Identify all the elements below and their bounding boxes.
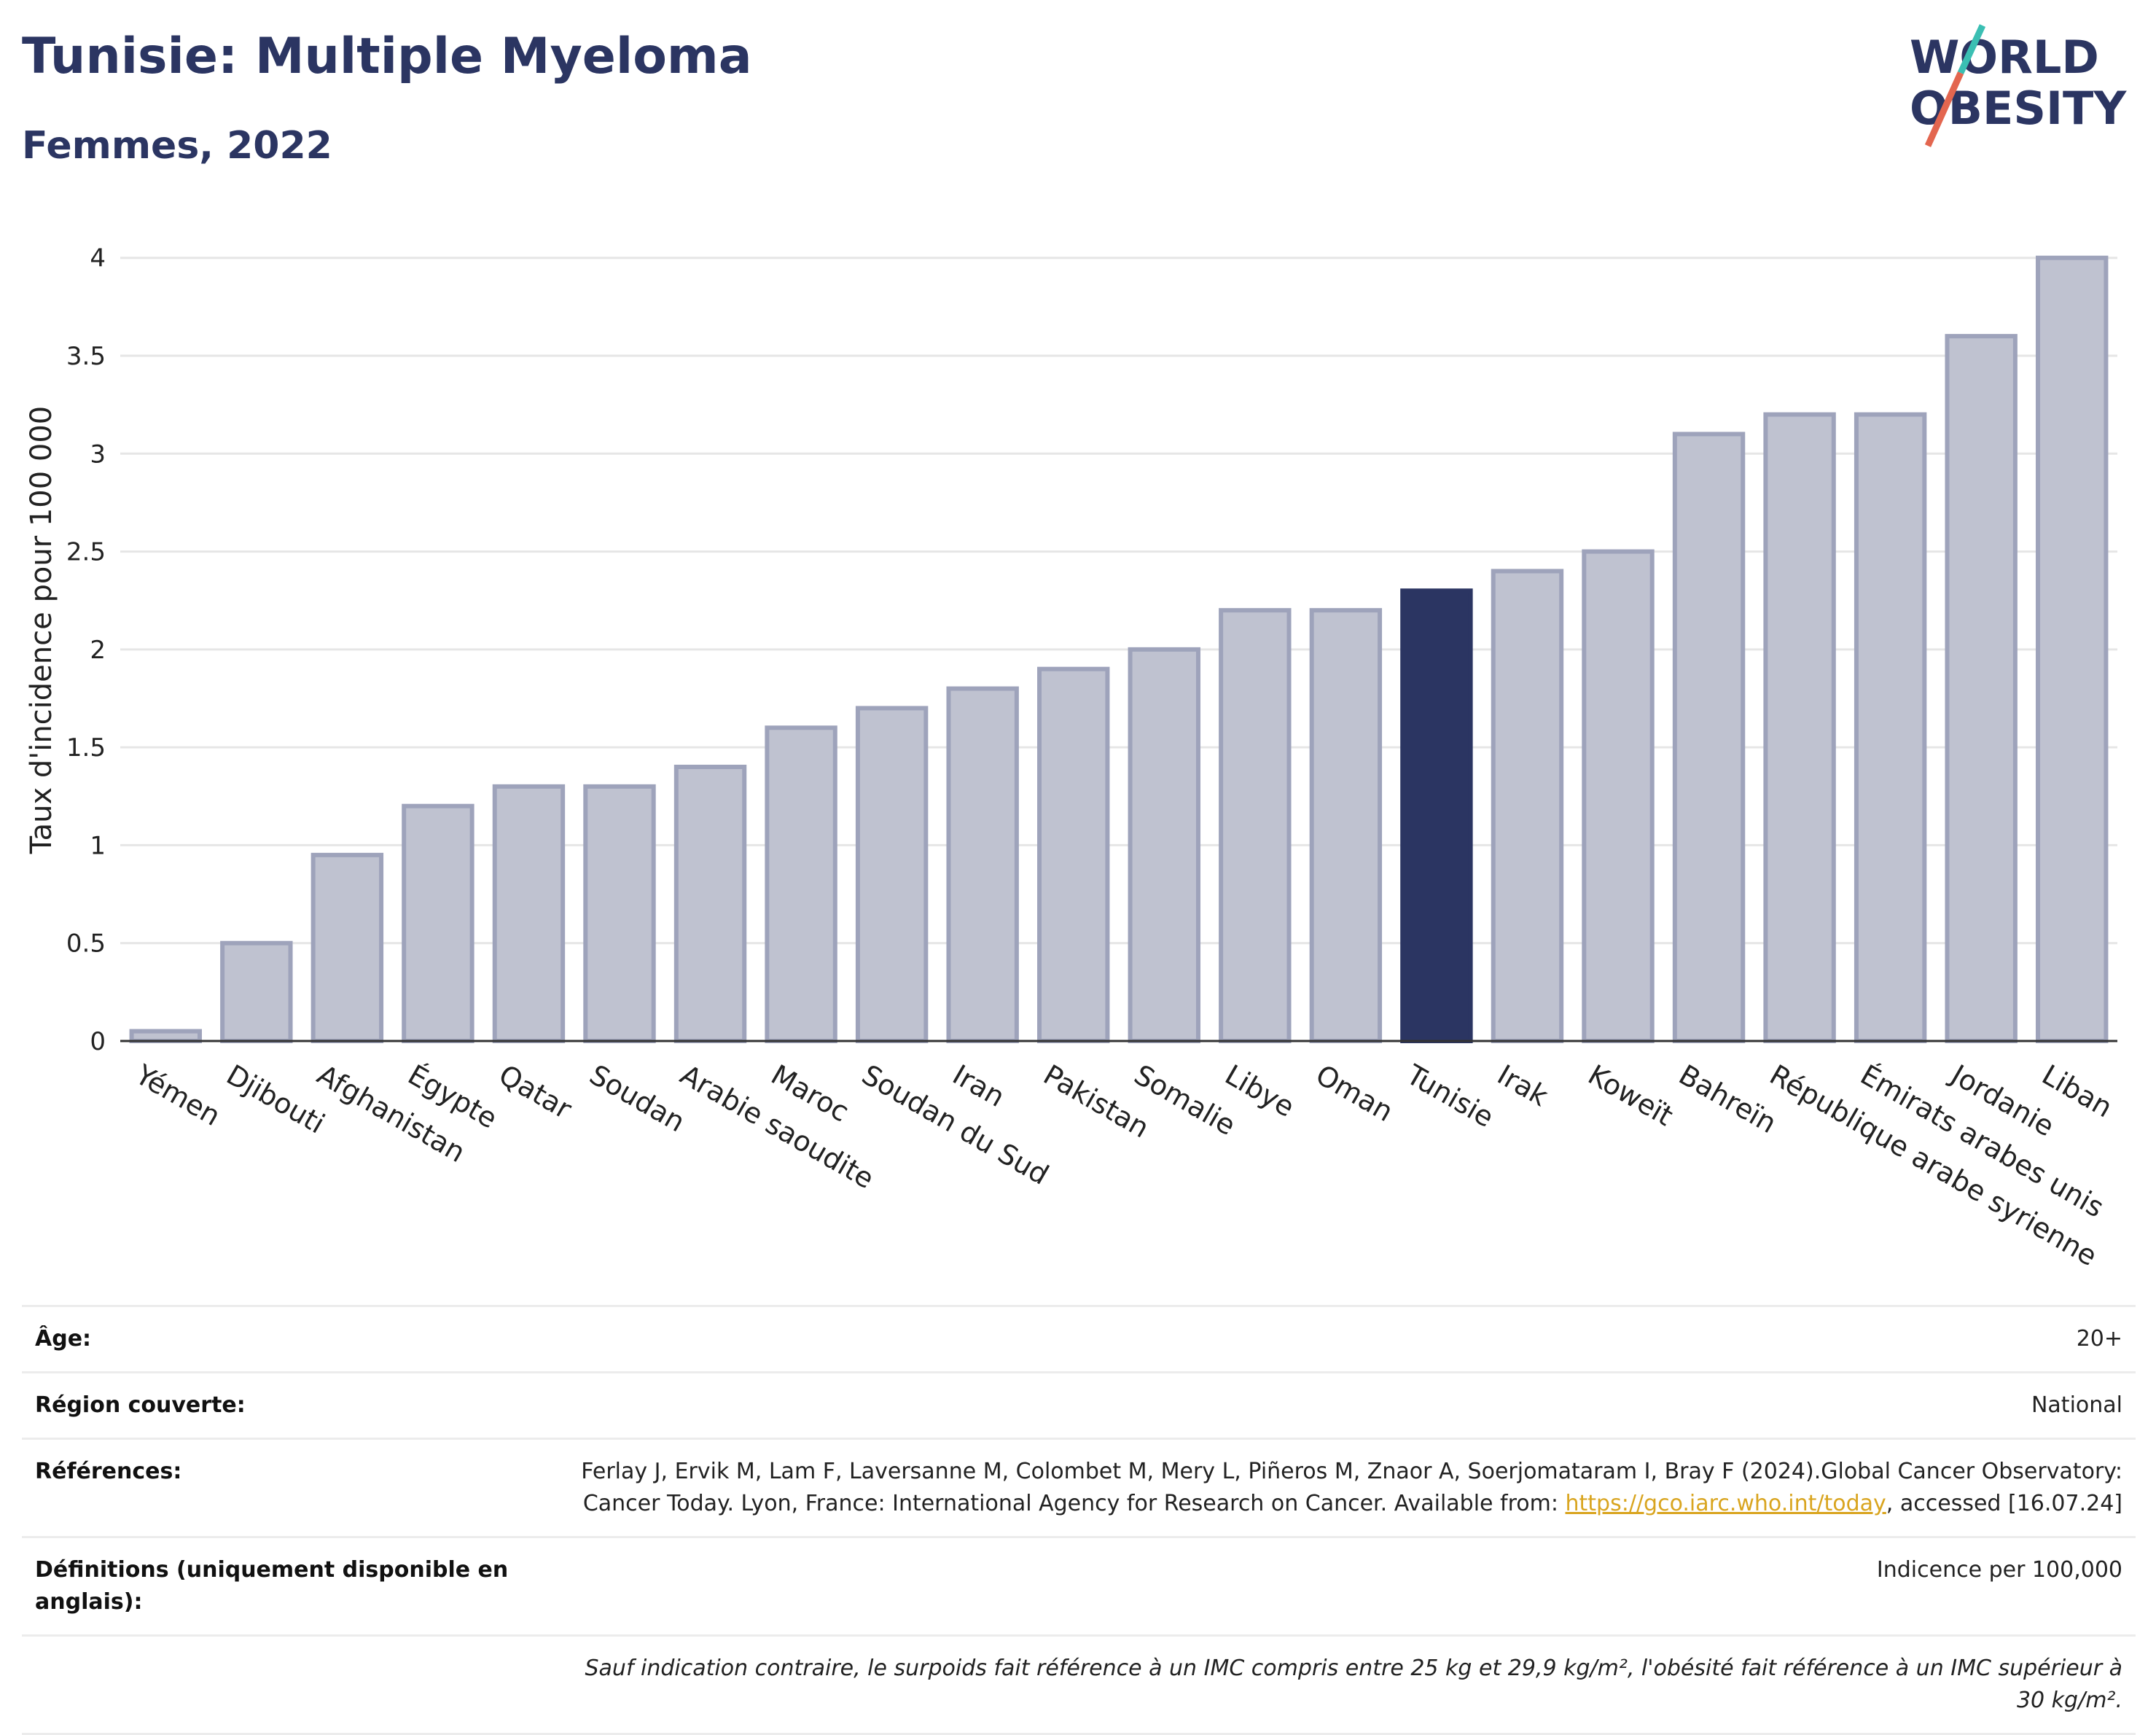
bar-pakistan: [1037, 666, 1110, 1043]
bar-jordanie: [1945, 334, 2018, 1043]
logo-slash-coral: [1924, 71, 1964, 147]
y-tick-label: 4: [90, 244, 106, 273]
world-obesity-logo: WORLD OBESITY: [1910, 24, 2127, 147]
bar-libye: [1219, 608, 1292, 1043]
x-tick-label: Yémen: [130, 1058, 226, 1132]
bar-afghanistan: [310, 852, 384, 1044]
y-tick-label: 2.5: [66, 538, 106, 567]
logo-slash-teal: [1957, 24, 1986, 74]
info-table: Âge: 20+ Région couverte: National Référ…: [22, 1305, 2136, 1735]
bar-iran: [946, 686, 1019, 1043]
bar-soudan-du-sud: [855, 706, 929, 1044]
bar-maroc: [765, 725, 837, 1043]
bar-oman: [1309, 608, 1383, 1043]
bar-chart: 0 0.5 1 1.5 2 2.5 3 3.5 4 YémenDjiboutiAfghanist…: [25, 244, 2118, 1273]
bar-qatar: [492, 784, 566, 1044]
bar-liban: [2036, 255, 2109, 1044]
y-axis-label: Taux d'incidence pour 100 000: [25, 406, 58, 854]
x-tick-label: Oman: [1311, 1058, 1399, 1128]
y-tick-label: 0: [90, 1027, 106, 1056]
bars: [129, 255, 2109, 1044]
x-tick-label: Iran: [948, 1058, 1010, 1113]
x-tick-label: Tunisie: [1401, 1058, 1499, 1134]
y-tick-labels: 0 0.5 1 1.5 2 2.5 3 3.5 4: [66, 244, 106, 1056]
logo-text-world: WORLD: [1910, 31, 2099, 84]
x-tick-label: Soudan: [585, 1058, 691, 1139]
bar-djibouti: [220, 940, 293, 1043]
references-value: Ferlay J, Ervik M, Lam F, Laversanne M, …: [555, 1456, 2122, 1520]
bar-yemen: [129, 1029, 202, 1043]
references-accessed: , accessed [16.07.24]: [1886, 1491, 2122, 1516]
y-tick-label: 3.5: [66, 342, 106, 371]
bar-arabie-saoudite: [673, 765, 747, 1043]
bar-somalie: [1128, 647, 1200, 1043]
bar-bahrein: [1672, 432, 1746, 1043]
y-tick-label: 0.5: [66, 929, 106, 959]
info-row-age: Âge: 20+: [22, 1305, 2136, 1371]
references-link[interactable]: https://gco.iarc.who.int/today: [1565, 1491, 1886, 1516]
y-tick-label: 1: [90, 831, 106, 860]
bar-tunisie: [1400, 588, 1473, 1043]
age-label: Âge:: [35, 1326, 92, 1352]
bar-soudan: [583, 784, 656, 1044]
info-row-region: Région couverte: National: [22, 1371, 2136, 1438]
bar-egypte: [402, 803, 474, 1043]
x-tick-label: Koweït: [1583, 1058, 1679, 1132]
x-tick-label: Irak: [1492, 1058, 1553, 1112]
bar-koweit: [1582, 549, 1655, 1043]
chart-title: Tunisie: Multiple Myeloma: [22, 28, 752, 85]
x-tick-label: Qatar: [493, 1058, 577, 1126]
info-row-footnote: Sauf indication contraire, le surpoids f…: [22, 1634, 2136, 1735]
x-tick-label: Djibouti: [221, 1058, 330, 1140]
bar-emirats-arabes-unis: [1854, 412, 1927, 1043]
info-row-definitions: Définitions (uniquement disponible en an…: [22, 1536, 2136, 1634]
chart-subtitle: Femmes, 2022: [22, 124, 332, 168]
y-tick-label: 3: [90, 440, 106, 469]
definitions-value: Indicence per 100,000: [1876, 1557, 2122, 1583]
y-tick-label: 1.5: [66, 733, 106, 763]
bar-irak: [1491, 569, 1564, 1043]
region-label: Région couverte:: [35, 1392, 246, 1418]
region-value: National: [2031, 1392, 2122, 1418]
y-tick-label: 2: [90, 636, 106, 665]
x-tick-label: Bahreïn: [1673, 1058, 1782, 1139]
age-value: 20+: [2076, 1326, 2122, 1352]
info-row-references: Références: Ferlay J, Ervik M, Lam F, La…: [22, 1438, 2136, 1536]
references-text: Ferlay J, Ervik M, Lam F, Laversanne M, …: [581, 1459, 2122, 1516]
footnote: Sauf indication contraire, le surpoids f…: [585, 1656, 2123, 1713]
references-label: Références:: [35, 1459, 182, 1484]
definitions-label: Définitions (uniquement disponible en an…: [35, 1557, 509, 1615]
bar-republique-arabe-syrienne: [1763, 412, 1836, 1043]
